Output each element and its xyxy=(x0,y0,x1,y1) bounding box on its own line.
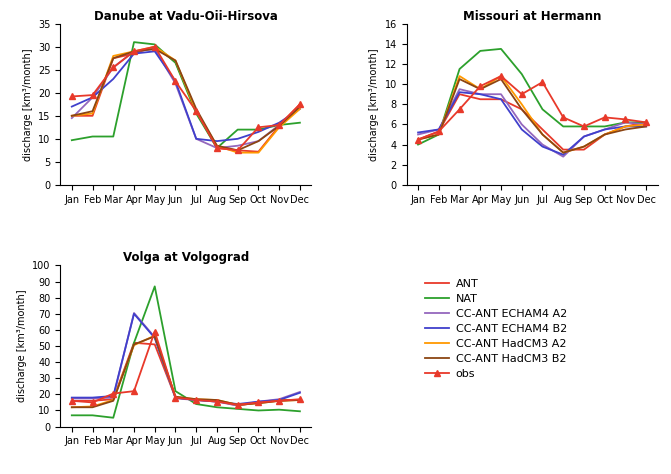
Y-axis label: discharge [km³/month]: discharge [km³/month] xyxy=(17,290,27,402)
Title: Volga at Volgograd: Volga at Volgograd xyxy=(123,251,249,264)
Legend: ANT, NAT, CC-ANT ECHAM4 A2, CC-ANT ECHAM4 B2, CC-ANT HadCM3 A2, CC-ANT HadCM3 B2: ANT, NAT, CC-ANT ECHAM4 A2, CC-ANT ECHAM… xyxy=(425,279,567,379)
Title: Danube at Vadu-Oii-Hirsova: Danube at Vadu-Oii-Hirsova xyxy=(94,9,278,23)
Y-axis label: discharge [km³/month]: discharge [km³/month] xyxy=(23,48,33,161)
Title: Missouri at Hermann: Missouri at Hermann xyxy=(463,9,601,23)
Y-axis label: discharge [km³/month]: discharge [km³/month] xyxy=(369,48,379,161)
